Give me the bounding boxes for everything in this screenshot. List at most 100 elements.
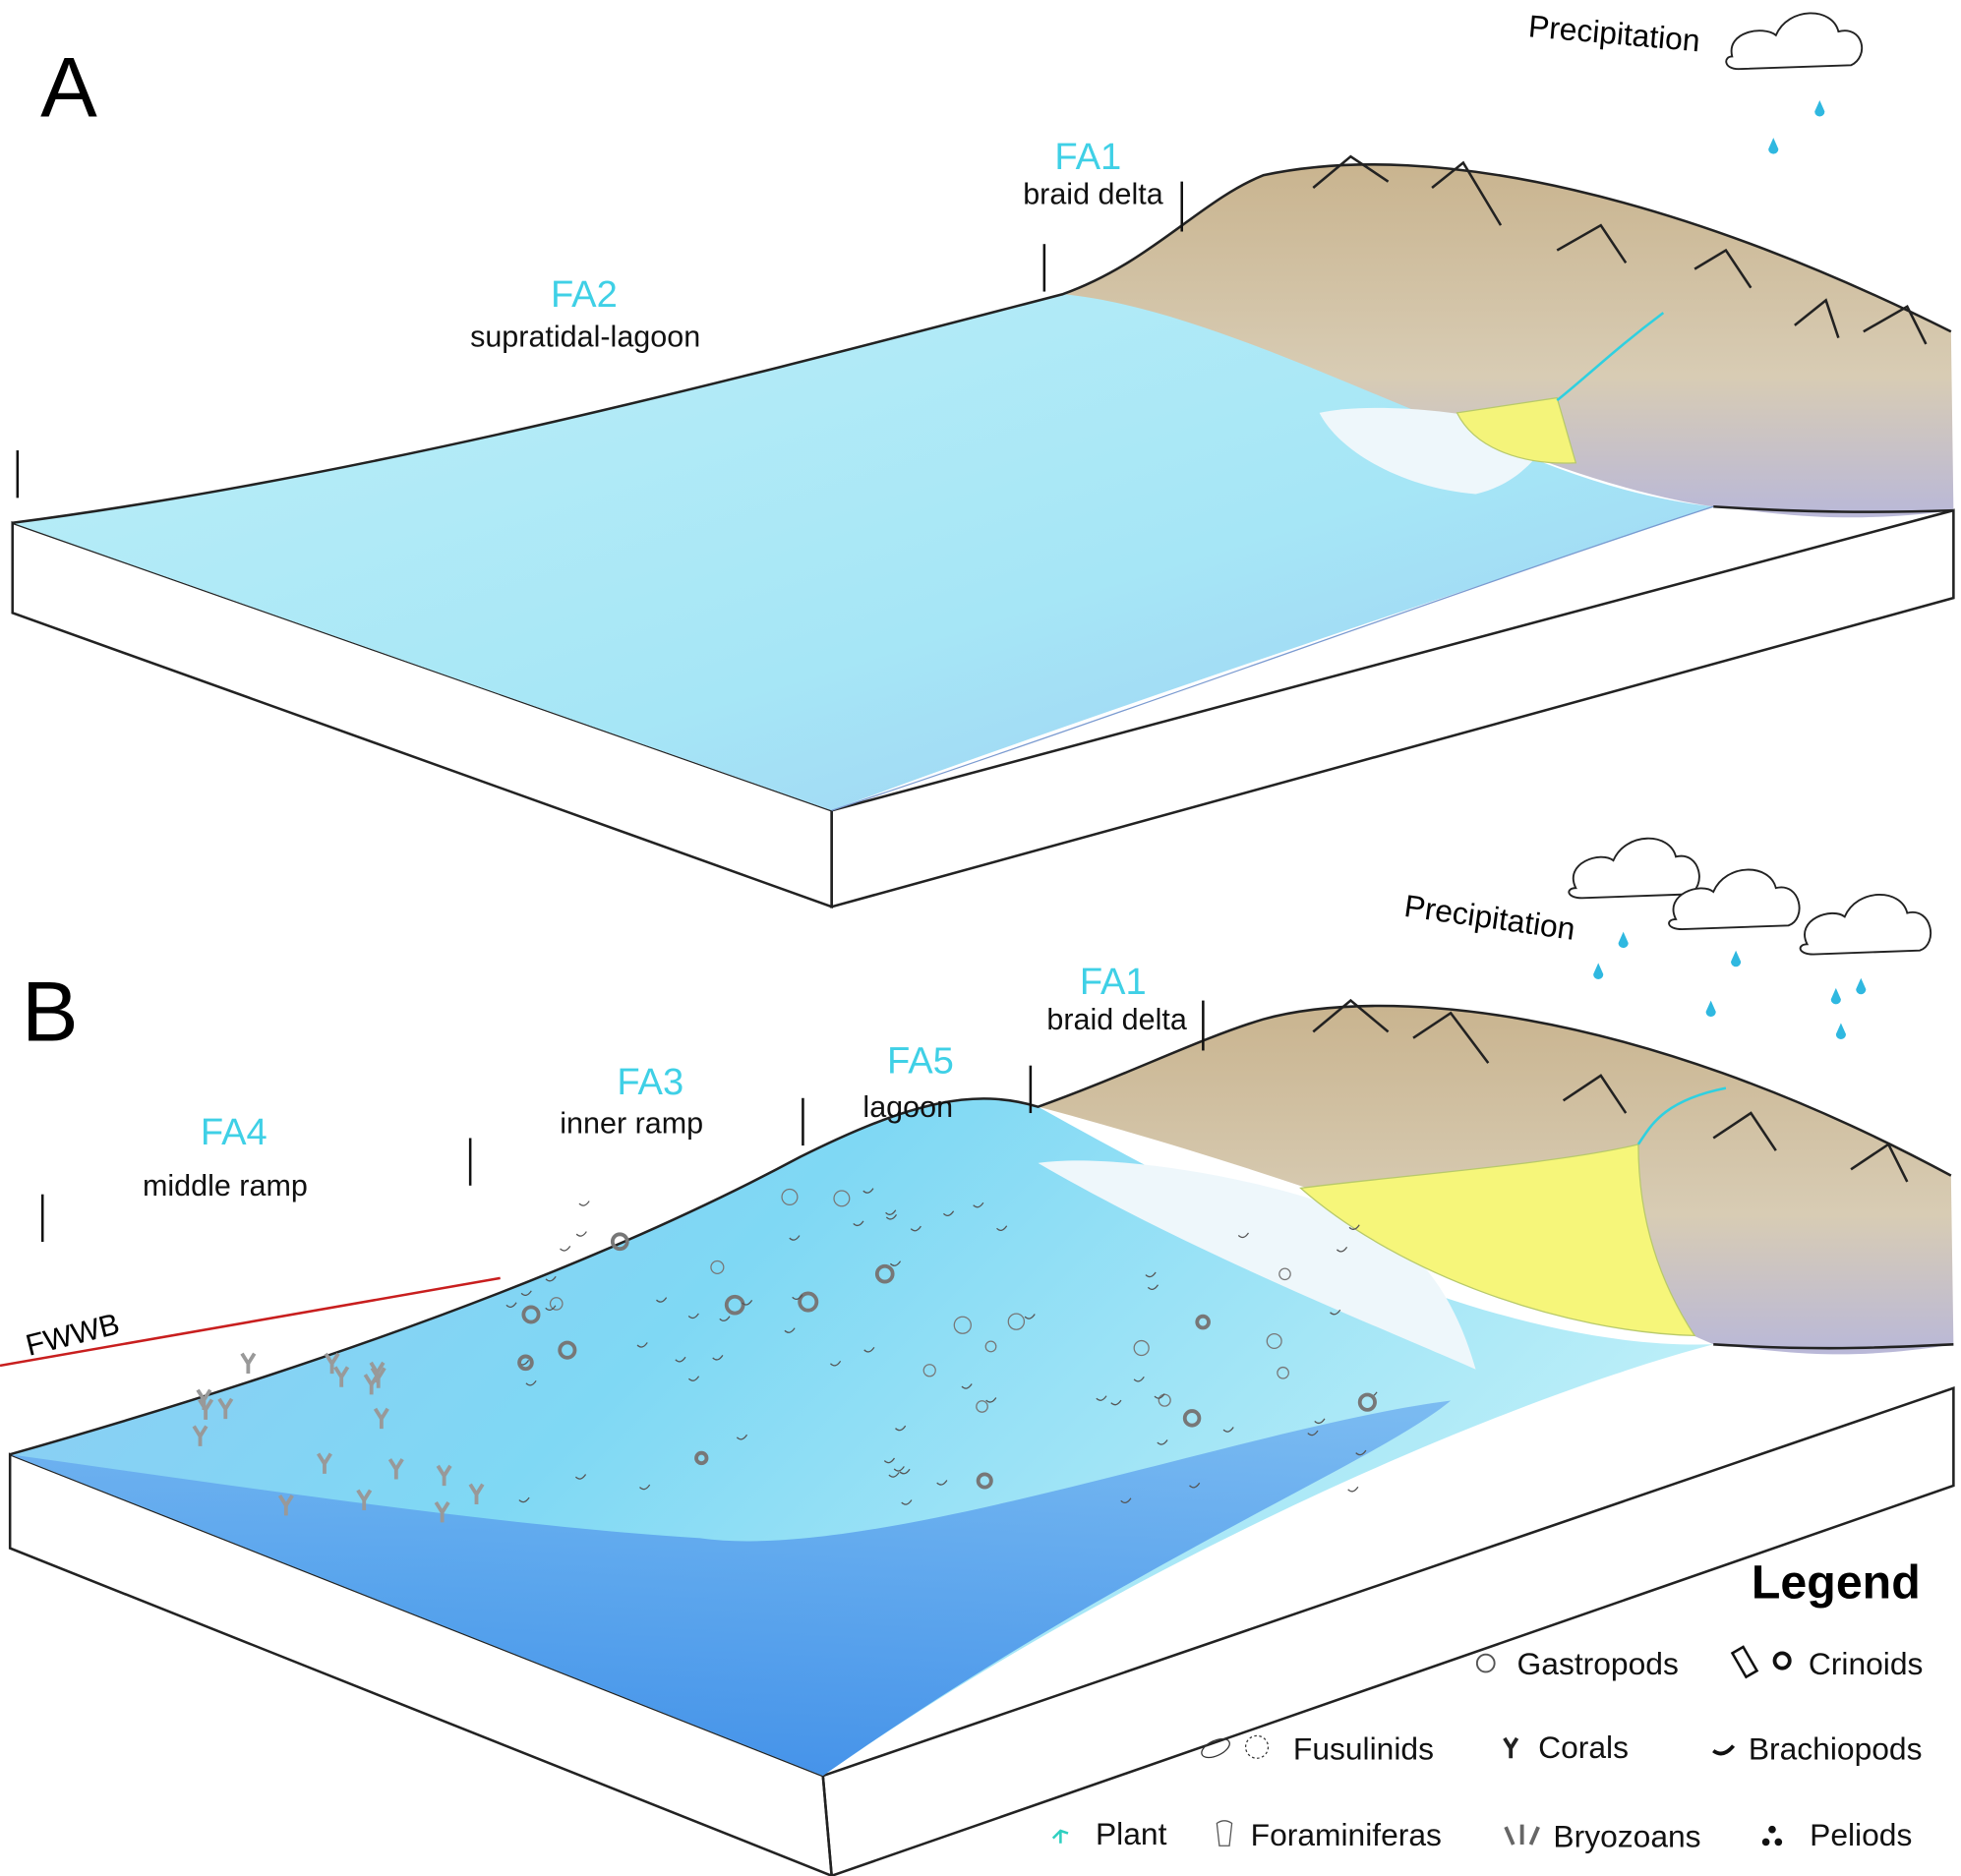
fossil (1189, 1482, 1201, 1489)
fossil (899, 1468, 911, 1475)
fossil (922, 1364, 936, 1378)
coral (277, 1494, 294, 1516)
fossil (936, 1480, 948, 1486)
fossil (505, 1302, 517, 1308)
fossil (549, 1297, 564, 1311)
panel-a-block (11, 12, 1955, 909)
coral (192, 1425, 208, 1446)
coral (217, 1397, 234, 1420)
fossil (545, 1275, 557, 1282)
fossil (1336, 1246, 1348, 1253)
legend-item: Plant (1096, 1816, 1167, 1851)
fossil (545, 1305, 557, 1312)
coral (356, 1489, 373, 1510)
coral (240, 1352, 257, 1375)
fossil (976, 1472, 993, 1490)
fossil (636, 1342, 648, 1348)
fossil (792, 1294, 803, 1300)
zone-name: lagoon (862, 1090, 953, 1124)
zone-code: FA1 (1080, 961, 1147, 1003)
fossil (829, 1360, 842, 1367)
fossil (885, 1213, 898, 1220)
precipitation-label: Precipitation (1527, 8, 1701, 58)
fossil (798, 1291, 819, 1313)
zone-code: FA2 (551, 273, 618, 316)
fossil (1133, 1376, 1145, 1382)
fossil (996, 1225, 1008, 1231)
fossil (901, 1499, 913, 1505)
coral (363, 1374, 380, 1395)
fossil (853, 1220, 864, 1227)
fossil (518, 1496, 530, 1503)
fossil (976, 1400, 988, 1413)
fossil (1348, 1224, 1360, 1230)
fossil (895, 1425, 907, 1432)
coral (316, 1452, 332, 1474)
coral (196, 1388, 212, 1410)
fossil (675, 1356, 686, 1363)
fossil (521, 1305, 541, 1324)
fossil (784, 1327, 796, 1333)
fossil (862, 1188, 874, 1194)
fossil (560, 1246, 571, 1252)
fossil (736, 1434, 748, 1440)
fossil (1110, 1399, 1122, 1406)
zone-code: FA1 (1054, 136, 1121, 178)
fossil (1007, 1313, 1026, 1330)
fossil (656, 1297, 668, 1303)
fossil (1314, 1418, 1326, 1425)
fossil (610, 1232, 629, 1252)
zone-name: braid delta (1046, 1003, 1187, 1036)
coral (324, 1352, 340, 1375)
fossil (639, 1484, 651, 1491)
coral (434, 1501, 450, 1523)
fossil (1147, 1284, 1159, 1290)
fossil (1195, 1314, 1211, 1330)
fossil (885, 1209, 897, 1215)
fossil (719, 1316, 731, 1321)
fossil (1157, 1439, 1168, 1445)
fossil (961, 1383, 973, 1389)
fossil (1347, 1486, 1359, 1493)
fossil (517, 1354, 534, 1372)
legend-item: Crinoids (1809, 1646, 1924, 1681)
fossil (789, 1235, 801, 1241)
fossil (1330, 1309, 1341, 1316)
legend-item: Foraminiferas (1251, 1817, 1442, 1852)
fossil (984, 1340, 997, 1353)
fwwb-label: FWWB (23, 1307, 123, 1362)
fossil (575, 1231, 587, 1237)
fossil (863, 1346, 875, 1353)
panel-b-block (0, 837, 1955, 1876)
coral (333, 1366, 350, 1387)
fossil (1357, 1392, 1377, 1412)
fossil (1278, 1267, 1291, 1281)
fossil (1237, 1232, 1250, 1239)
fossil (888, 1472, 900, 1478)
fossil (1277, 1366, 1289, 1379)
legend-item: Brachiopods (1749, 1730, 1923, 1766)
zone-code: FA5 (887, 1039, 954, 1082)
fossil (574, 1474, 587, 1480)
fossil (985, 1397, 997, 1403)
fossil (1266, 1332, 1282, 1349)
coral (436, 1464, 452, 1487)
panel-label: A (40, 41, 97, 136)
fossil (893, 1466, 905, 1472)
fossil (1024, 1314, 1036, 1319)
fossil (953, 1316, 972, 1334)
fossil (910, 1225, 921, 1232)
precipitation-label: Precipitation (1402, 888, 1577, 947)
zone-code: FA4 (201, 1111, 267, 1153)
fossil (687, 1313, 699, 1319)
legend-item: Corals (1538, 1729, 1629, 1765)
fossil (889, 1260, 902, 1266)
fossil-symbols (192, 1188, 1378, 1523)
fossil (942, 1210, 955, 1216)
coral (468, 1483, 485, 1504)
fossil (973, 1202, 984, 1208)
fossil (687, 1376, 700, 1381)
zone-name: middle ramp (143, 1169, 308, 1202)
legend: Legend Gastropods Crinoids Fusulinids Co… (1051, 1555, 1924, 1854)
fossil (883, 1457, 896, 1464)
